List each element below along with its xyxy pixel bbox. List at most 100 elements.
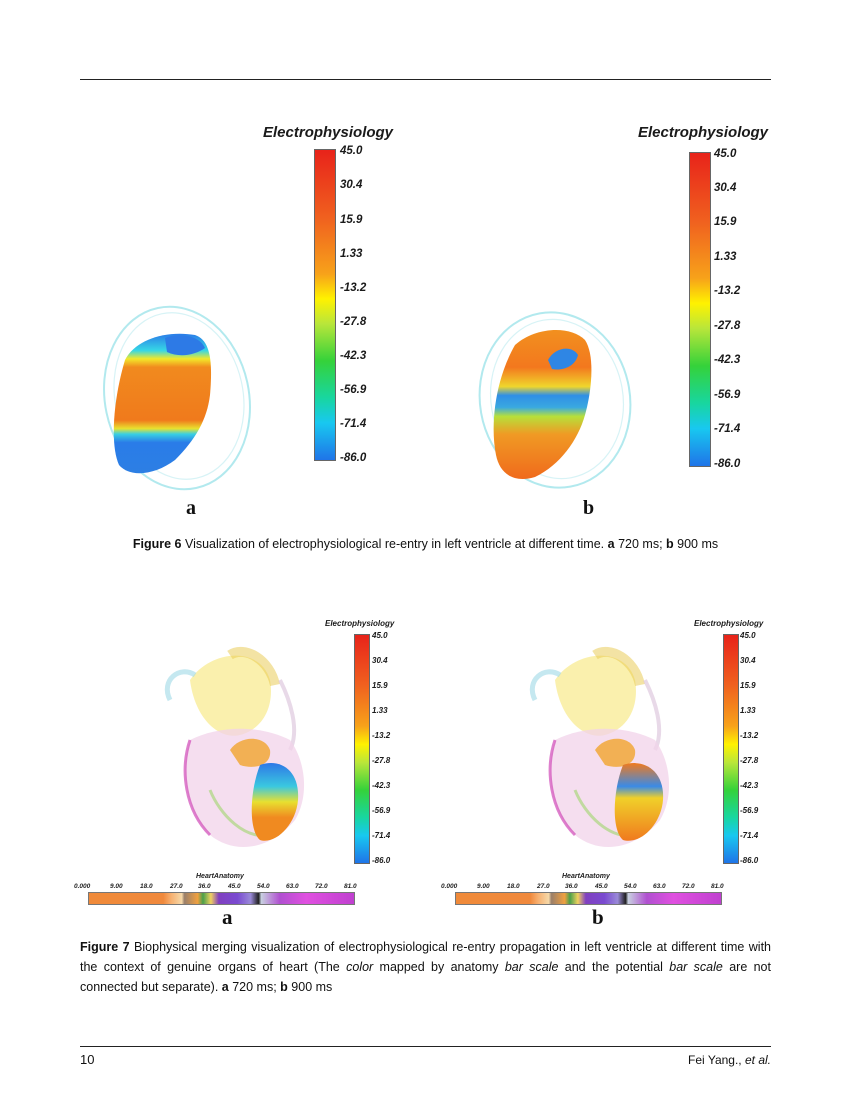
colorbar-tick: -42.3: [372, 781, 391, 790]
anatomy-tick: 81.0: [711, 883, 724, 890]
colorbar-tick: -71.4: [340, 418, 367, 430]
colorbar-tick: -13.2: [372, 731, 391, 740]
colorbar-tick: 45.0: [740, 631, 756, 640]
anatomy-tick: 54.0: [257, 883, 270, 890]
figure-6-caption-b-time: 900 ms: [677, 537, 719, 551]
figure-6-caption-label: Figure 6: [132, 537, 182, 551]
colorbar-tick: 1.33: [740, 706, 756, 715]
colorbar-tick: -13.2: [340, 282, 367, 294]
anatomy-tick: 0.000: [74, 883, 91, 890]
figure-7-caption-em-3: bar scale: [669, 960, 723, 974]
anatomy-tick: 27.0: [170, 883, 183, 890]
running-author-name: Fei Yang.,: [688, 1053, 742, 1067]
anatomy-tick: 72.0: [682, 883, 695, 890]
colorbar-tick: 15.9: [372, 681, 388, 690]
figure-7-caption-label: Figure 7: [80, 940, 130, 954]
figure-6-caption-a-time: 720 ms;: [618, 537, 663, 551]
colorbar-tick: -56.9: [740, 806, 759, 815]
anatomy-tick: 9.00: [477, 883, 490, 890]
running-author: Fei Yang., et al.: [688, 1053, 771, 1067]
anatomy-tick: 63.0: [653, 883, 666, 890]
figure-7-caption: Figure 7 Biophysical merging visualizati…: [80, 937, 771, 997]
anatomy-tick: 0.000: [441, 883, 458, 890]
figure-6-caption-text: Visualization of electrophysiological re…: [184, 537, 605, 551]
figure-7a-colorbar: [354, 634, 370, 864]
figure-6-caption: Figure 6 Visualization of electrophysiol…: [80, 534, 771, 554]
colorbar-tick: 30.4: [372, 656, 388, 665]
colorbar-tick: 1.33: [714, 251, 737, 263]
anatomy-tick: 36.0: [198, 883, 211, 890]
figure-6b-colorbar: [689, 152, 711, 467]
figure-7-caption-text-1: Biophysical merging visualization of ele…: [80, 940, 772, 974]
figure-7-panel-b-label: b: [592, 905, 604, 929]
page-number: 10: [80, 1052, 95, 1067]
colorbar-tick: -71.4: [372, 831, 391, 840]
figure-6a-colorbar: [314, 149, 336, 461]
anatomy-tick: 36.0: [565, 883, 578, 890]
colorbar-tick: -56.9: [714, 389, 741, 401]
colorbar-tick: -13.2: [740, 731, 759, 740]
colorbar-tick: 1.33: [372, 706, 388, 715]
colorbar-tick: -27.8: [340, 316, 367, 328]
header-rule: [80, 79, 771, 80]
figure-7-caption-a-label: a: [221, 980, 229, 994]
colorbar-tick: 30.4: [740, 656, 756, 665]
figure-7a-anatomy-bar-title: HeartAnatomy: [196, 873, 244, 880]
figure-7b-colorbar: [723, 634, 739, 864]
figure-6b-colorbar-title: Electrophysiology: [638, 124, 769, 141]
colorbar-tick: 15.9: [740, 681, 756, 690]
figure-6-panel-b-label: b: [583, 497, 595, 519]
figure-7-caption-text-3: and the potential: [564, 960, 663, 974]
colorbar-tick: 15.9: [714, 216, 737, 228]
figure-7-caption-text-2: mapped by anatomy: [379, 960, 499, 974]
anatomy-tick: 45.0: [595, 883, 608, 890]
anatomy-tick: 18.0: [140, 883, 153, 890]
figure-7b-heart-anatomy-image: [529, 646, 670, 847]
colorbar-tick: -86.0: [340, 452, 367, 464]
figure-7b-anatomy-bar-title: HeartAnatomy: [562, 873, 610, 880]
colorbar-tick: -86.0: [740, 856, 759, 865]
colorbar-tick: -27.8: [372, 756, 391, 765]
colorbar-tick: -27.8: [714, 320, 741, 332]
colorbar-tick: -86.0: [372, 856, 391, 865]
figure-7b-colorbar-title: Electrophysiology: [694, 619, 764, 628]
colorbar-tick: 45.0: [372, 631, 388, 640]
colorbar-tick: -42.3: [740, 781, 759, 790]
anatomy-tick: 81.0: [344, 883, 357, 890]
running-author-et-al: et al.: [744, 1053, 771, 1067]
anatomy-tick: 63.0: [286, 883, 299, 890]
figure-7-caption-b-time: 900 ms: [291, 980, 333, 994]
figure-7a-colorbar-title: Electrophysiology: [325, 619, 395, 628]
footer-rule: [80, 1046, 771, 1047]
anatomy-tick: 27.0: [537, 883, 550, 890]
colorbar-tick: -56.9: [372, 806, 391, 815]
figure-6-panel-a-label: a: [186, 497, 196, 519]
colorbar-tick: -27.8: [740, 756, 759, 765]
colorbar-tick: 1.33: [340, 248, 363, 260]
figure-7-caption-em-1: color: [346, 960, 374, 974]
anatomy-tick: 9.00: [110, 883, 123, 890]
figure-6a-heart-image: [103, 305, 251, 491]
figure-7a-anatomy-bar: [88, 892, 355, 905]
figure-7-panel-a-label: a: [222, 905, 233, 929]
colorbar-tick: 45.0: [340, 145, 363, 157]
colorbar-tick: 30.4: [340, 179, 363, 191]
anatomy-tick: 54.0: [624, 883, 637, 890]
figure-6-caption-b-label: b: [666, 537, 674, 551]
colorbar-tick: -56.9: [340, 384, 367, 396]
figure-6a-colorbar-title: Electrophysiology: [263, 124, 394, 141]
figure-7-caption-a-time: 720 ms;: [232, 980, 277, 994]
colorbar-tick: 30.4: [714, 182, 737, 194]
colorbar-tick: -42.3: [340, 350, 367, 362]
colorbar-tick: -71.4: [740, 831, 759, 840]
figure-6-caption-a-label: a: [607, 537, 615, 551]
figure-7-caption-b-label: b: [280, 980, 288, 994]
anatomy-tick: 18.0: [507, 883, 520, 890]
colorbar-tick: 15.9: [340, 214, 363, 226]
figure-7b-anatomy-bar: [455, 892, 722, 905]
figure-7-caption-text-4: are not connected but separate).: [80, 960, 771, 994]
colorbar-tick: -13.2: [714, 285, 741, 297]
colorbar-tick: -42.3: [714, 354, 741, 366]
figure-6b-heart-image: [478, 311, 632, 489]
colorbar-tick: -71.4: [714, 423, 741, 435]
